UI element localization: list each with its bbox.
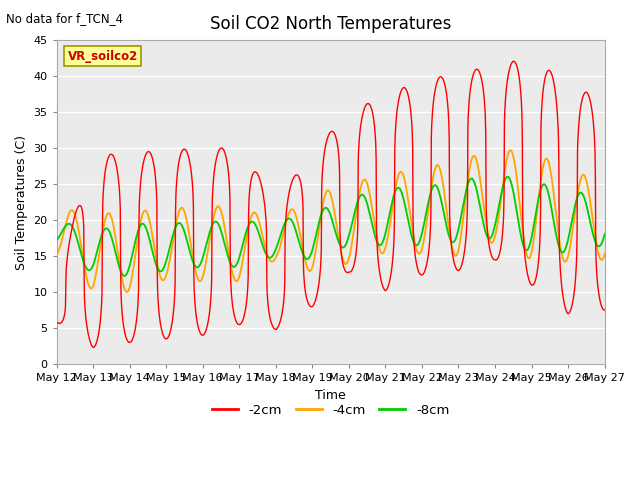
Text: VR_soilco2: VR_soilco2: [68, 50, 138, 63]
X-axis label: Time: Time: [316, 389, 346, 402]
Y-axis label: Soil Temperatures (C): Soil Temperatures (C): [15, 134, 28, 270]
Legend: -2cm, -4cm, -8cm: -2cm, -4cm, -8cm: [207, 399, 454, 422]
Text: No data for f_TCN_4: No data for f_TCN_4: [6, 12, 124, 25]
Title: Soil CO2 North Temperatures: Soil CO2 North Temperatures: [210, 15, 451, 33]
